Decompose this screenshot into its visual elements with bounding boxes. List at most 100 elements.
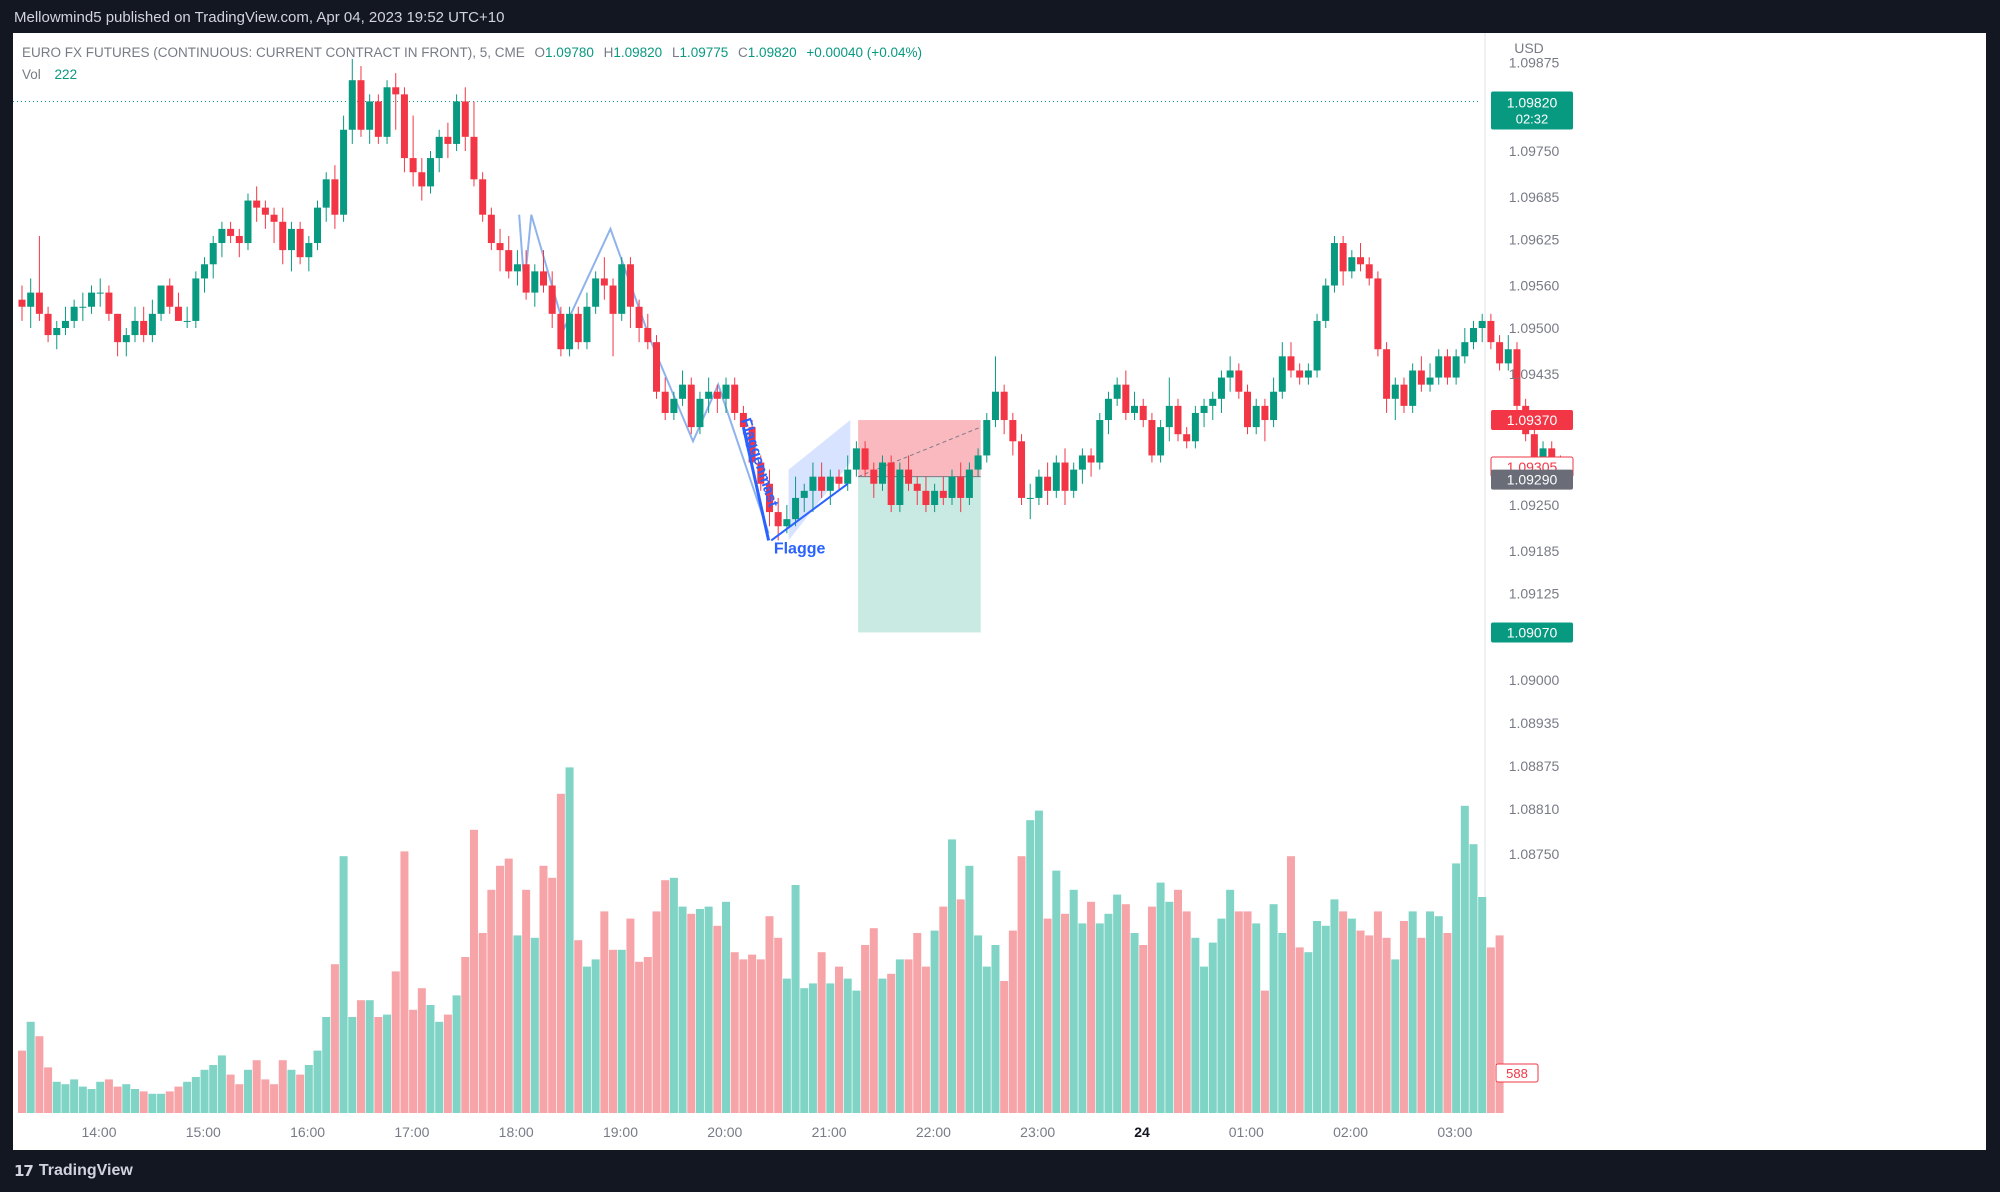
volume-bar bbox=[513, 935, 522, 1113]
price-tick-label: 1.09185 bbox=[1509, 543, 1560, 559]
candle-body bbox=[974, 455, 982, 470]
volume-bar bbox=[200, 1069, 209, 1113]
volume-bar bbox=[148, 1093, 157, 1113]
volume-bar bbox=[1469, 844, 1478, 1113]
candle-body bbox=[1287, 356, 1295, 371]
volume-bar bbox=[1408, 911, 1417, 1113]
candle-body bbox=[592, 278, 600, 307]
time-tick-label: 14:00 bbox=[81, 1124, 116, 1140]
volume-bar bbox=[1373, 911, 1382, 1113]
candle-body bbox=[157, 285, 165, 314]
tradingview-logo[interactable]: 𝟭𝟳 TradingView bbox=[14, 1162, 133, 1180]
volume-bar bbox=[1008, 930, 1017, 1113]
volume-bar bbox=[1191, 937, 1200, 1113]
volume-bar bbox=[1034, 810, 1043, 1113]
volume-bar bbox=[895, 959, 904, 1113]
target-price-label: 1.09070 bbox=[1507, 624, 1558, 640]
candle-body bbox=[114, 313, 122, 343]
volume-bar bbox=[1165, 901, 1174, 1113]
candle-body bbox=[852, 448, 860, 470]
volume-bar bbox=[426, 1005, 435, 1113]
volume-price-label: 588 bbox=[1506, 1066, 1528, 1081]
candle-body bbox=[296, 228, 304, 258]
candle-body bbox=[1400, 384, 1408, 406]
candle-body bbox=[487, 214, 495, 244]
candle-body bbox=[905, 469, 913, 484]
volume-bar bbox=[356, 1000, 365, 1113]
candle-body bbox=[600, 278, 608, 286]
volume-row: Vol 222 bbox=[22, 64, 922, 86]
candle-body bbox=[809, 476, 817, 491]
time-tick-label: 02:00 bbox=[1333, 1124, 1368, 1140]
time-tick-label: 18:00 bbox=[499, 1124, 534, 1140]
candle-body bbox=[1165, 405, 1173, 428]
chart-panel[interactable]: Flaggenmast Flagge USD 1.09875 1.09750 1.0968… bbox=[13, 33, 1986, 1150]
candle-body bbox=[322, 179, 330, 208]
volume-bar bbox=[835, 966, 844, 1113]
candle-body bbox=[148, 313, 156, 336]
volume-bar bbox=[739, 959, 748, 1113]
candle-body bbox=[1339, 243, 1347, 272]
currency-label: USD bbox=[1514, 40, 1544, 56]
volume-bar bbox=[174, 1086, 183, 1113]
candle-body bbox=[1409, 370, 1417, 406]
volume-bar bbox=[1260, 990, 1269, 1113]
candle-body bbox=[713, 391, 721, 399]
volume-bar bbox=[887, 973, 896, 1113]
candle-body bbox=[400, 94, 408, 159]
volume-bar bbox=[643, 957, 652, 1113]
volume-bar bbox=[808, 983, 817, 1113]
publisher-bar: Mellowmind5 published on TradingView.com… bbox=[0, 0, 2000, 34]
price-tick-label: 1.09625 bbox=[1509, 232, 1560, 248]
volume-bar bbox=[1147, 906, 1156, 1113]
volume-bar bbox=[817, 952, 826, 1113]
volume-bar bbox=[652, 911, 661, 1113]
ohlc-low: L1.09775 bbox=[672, 45, 728, 60]
volume-bar bbox=[130, 1089, 139, 1113]
volume-bar bbox=[469, 829, 478, 1113]
volume-bar bbox=[1026, 820, 1035, 1113]
volume-bar bbox=[991, 945, 1000, 1113]
candle-body bbox=[1200, 405, 1208, 413]
candle-body bbox=[548, 285, 556, 314]
candle-body bbox=[792, 497, 800, 520]
price-tick-label: 1.09685 bbox=[1509, 189, 1560, 205]
volume-bar bbox=[713, 925, 722, 1113]
volume-bar bbox=[965, 865, 974, 1113]
volume-price-box bbox=[1495, 1063, 1539, 1083]
volume-bar bbox=[1104, 913, 1113, 1113]
volume-bar bbox=[1234, 911, 1243, 1113]
candle-body bbox=[418, 172, 426, 187]
candle-body bbox=[826, 476, 834, 491]
volume-bar bbox=[1286, 856, 1295, 1113]
volume-bar bbox=[1417, 937, 1426, 1113]
price-tick-label: 1.09875 bbox=[1509, 55, 1560, 71]
volume-bar bbox=[626, 918, 635, 1113]
symbol-name: EURO FX FUTURES (CONTINUOUS: CURRENT CON… bbox=[22, 45, 525, 60]
candle-body bbox=[1296, 370, 1304, 378]
candle-body bbox=[1061, 462, 1069, 491]
volume-bar bbox=[791, 885, 800, 1113]
candle-body bbox=[209, 243, 217, 265]
volume-bar bbox=[487, 889, 496, 1113]
candle-body bbox=[131, 320, 139, 336]
stop-price-label: 1.09370 bbox=[1507, 412, 1558, 428]
candle-body bbox=[331, 179, 339, 215]
candle-body bbox=[957, 476, 965, 498]
candle-body bbox=[27, 292, 35, 307]
candle-body bbox=[1461, 342, 1469, 357]
candle-body bbox=[618, 264, 626, 314]
candle-body bbox=[739, 412, 747, 428]
candle-body bbox=[357, 80, 365, 130]
volume-bar bbox=[104, 1079, 113, 1113]
candle-body bbox=[1426, 377, 1434, 385]
price-chart[interactable]: FlaggenmastFlaggeUSD1.098751.097501.0968… bbox=[13, 33, 1986, 1150]
candle-body bbox=[1226, 370, 1234, 378]
price-tick-label: 1.08810 bbox=[1509, 801, 1560, 817]
target-price-label-box bbox=[1491, 622, 1573, 643]
volume-bar bbox=[417, 988, 426, 1113]
stop-price-label-box bbox=[1491, 410, 1573, 431]
candle-body bbox=[261, 207, 269, 215]
volume-bar bbox=[35, 1036, 44, 1113]
candle-body bbox=[244, 200, 252, 244]
